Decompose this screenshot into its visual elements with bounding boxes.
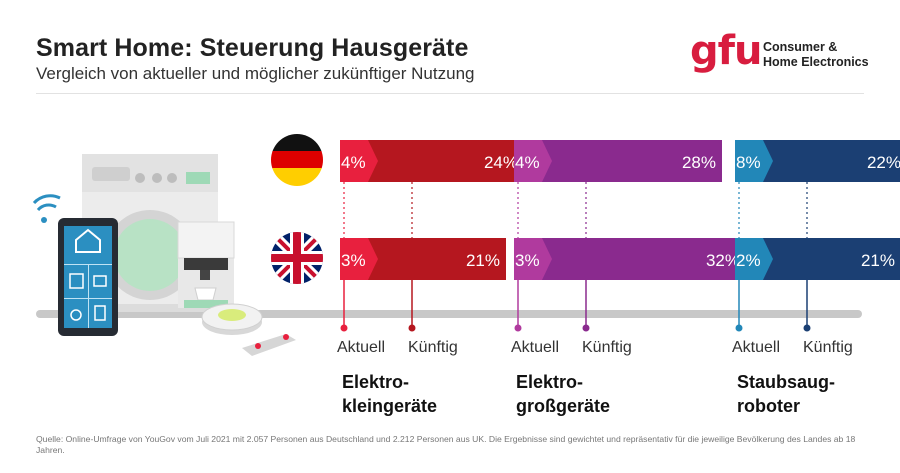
data-label-future-uk: 32% (706, 251, 740, 270)
marker-future (582, 324, 590, 332)
robot-vacuum-icon (201, 303, 296, 356)
header-divider (36, 93, 864, 94)
bar-current-uk (514, 238, 552, 280)
chart-group-3: 8% 22% 2% 21% Aktuell Künftig Staubsaug-robote… (732, 140, 900, 416)
logo-line-2: Home Electronics (763, 55, 869, 69)
group-title-line-2: großgeräte (516, 396, 610, 416)
page-subtitle: Vergleich von aktueller und möglicher zu… (36, 64, 475, 83)
smartphone-icon (58, 218, 118, 336)
data-label-current-uk: 3% (341, 251, 366, 270)
data-label-current-uk: 3% (515, 251, 540, 270)
uk-flag-icon (271, 232, 323, 284)
marker-future (408, 324, 416, 332)
group-title-line-1: Staubsaug- (737, 372, 835, 392)
bar-current-uk (735, 238, 773, 280)
bar-future-uk (514, 238, 746, 280)
group-title-line-1: Elektro- (342, 372, 409, 392)
bar-current-de (735, 140, 773, 182)
data-label-future-uk: 21% (466, 251, 500, 270)
data-label-current-de: 8% (736, 153, 761, 172)
marker-current (514, 324, 522, 332)
marker-future (803, 324, 811, 332)
data-label-current-de: 4% (515, 153, 540, 172)
group-title-line-2: kleingeräte (342, 396, 437, 416)
coffee-machine-icon (177, 221, 235, 308)
wifi-icon (32, 194, 61, 223)
source-note: Quelle: Online-Umfrage von YouGov vom Ju… (36, 434, 856, 455)
legend-label-current: Aktuell (511, 339, 559, 356)
bar-current-de (340, 140, 378, 182)
data-label-future-de: 28% (682, 153, 716, 172)
marker-current (735, 324, 743, 332)
legend-label-future: Künftig (803, 339, 853, 356)
logo-mark: gfu (690, 28, 763, 74)
legend-label-future: Künftig (582, 339, 632, 356)
germany-flag-icon (271, 134, 323, 186)
bar-current-de (514, 140, 552, 182)
gfu-logo: gfu Consumer & Home Electronics (690, 28, 870, 78)
group-title-line-2: roboter (737, 396, 800, 416)
page-title: Smart Home: Steuerung Hausgeräte (36, 34, 469, 62)
chart-group-2: 4% 28% 3% 32% Aktuell Künftig Elektro-großgerä… (511, 140, 746, 416)
data-label-future-uk: 21% (861, 251, 895, 270)
group-title-line-1: Elektro- (516, 372, 583, 392)
data-label-current-de: 4% (341, 153, 366, 172)
legend-label-future: Künftig (408, 339, 458, 356)
logo-line-1: Consumer & (763, 40, 838, 54)
data-label-future-de: 22% (867, 153, 900, 172)
data-label-current-uk: 2% (736, 251, 761, 270)
legend-label-current: Aktuell (337, 339, 385, 356)
legend-label-current: Aktuell (732, 339, 780, 356)
bar-current-uk (340, 238, 378, 280)
chart-group-1: 4% 24% 3% 21% Aktuell Künftig Elektro-kleinger… (337, 140, 524, 416)
marker-current (340, 324, 348, 332)
data-label-future-de: 24% (484, 153, 518, 172)
